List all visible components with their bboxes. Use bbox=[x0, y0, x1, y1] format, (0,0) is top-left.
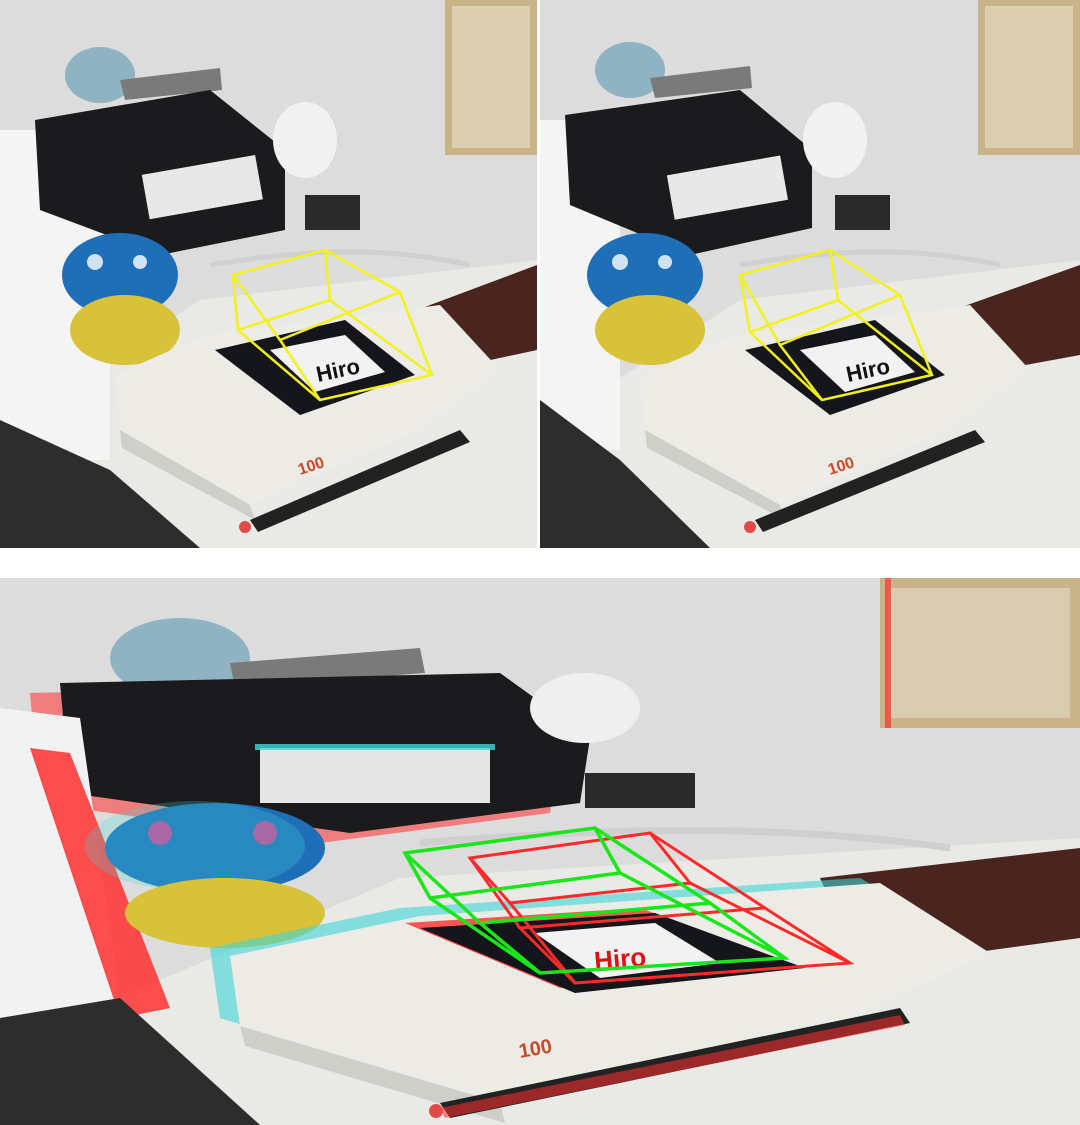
small-black-box bbox=[305, 195, 360, 230]
right-eye-photo: 100 Hiro bbox=[540, 0, 1080, 548]
metal-bar bbox=[230, 648, 425, 688]
mushroom-stem bbox=[595, 295, 705, 365]
side-panel-red-ghost bbox=[30, 748, 170, 1018]
cap-spot bbox=[612, 254, 628, 270]
cables bbox=[419, 827, 951, 852]
shadow-area bbox=[0, 998, 260, 1125]
device-label bbox=[141, 154, 263, 220]
pen-red-ghost bbox=[440, 1015, 905, 1118]
blue-round-object bbox=[65, 47, 135, 103]
shadow-area bbox=[540, 400, 710, 548]
metal-bar bbox=[650, 66, 752, 98]
cap-spot bbox=[658, 255, 672, 269]
pen-tip bbox=[239, 521, 251, 533]
mushroom-cap bbox=[587, 233, 703, 317]
small-black-box bbox=[585, 773, 695, 808]
white-toy bbox=[273, 102, 337, 178]
left-eye-photo: 100 Hiro bbox=[0, 0, 537, 548]
pen bbox=[250, 430, 470, 532]
anaglyph-scene: 100 Hiro bbox=[0, 578, 1080, 1125]
cables bbox=[739, 249, 1001, 268]
metal-bar bbox=[120, 68, 222, 100]
white-toy bbox=[803, 102, 867, 178]
virtual-cube bbox=[738, 248, 934, 402]
poster-art bbox=[452, 6, 530, 148]
book-edge bbox=[240, 1026, 505, 1123]
poster-art bbox=[890, 588, 1070, 718]
shadow-area bbox=[0, 420, 200, 548]
small-black-box bbox=[835, 195, 890, 230]
left-eye-scene: 100 Hiro bbox=[0, 0, 537, 548]
device-label-cyan-ghost bbox=[255, 744, 495, 750]
cap-spot bbox=[87, 254, 103, 270]
anaglyph-photo: 100 Hiro bbox=[0, 578, 1080, 1125]
poster-art bbox=[985, 6, 1073, 148]
hiro-marker-inner bbox=[800, 335, 915, 392]
poster-red-ghost bbox=[885, 578, 891, 728]
blue-round-object bbox=[595, 42, 665, 98]
pen-tip bbox=[429, 1104, 443, 1118]
cables bbox=[209, 249, 471, 268]
pen bbox=[755, 430, 985, 532]
device-label bbox=[666, 155, 788, 220]
blue-round-object bbox=[110, 618, 250, 698]
white-side-panel bbox=[0, 708, 120, 1018]
mushroom-stem bbox=[70, 295, 180, 365]
pen-tip bbox=[744, 521, 756, 533]
book-edge bbox=[645, 430, 785, 520]
hiro-marker-inner bbox=[270, 335, 385, 392]
cap-spot bbox=[133, 255, 147, 269]
cap-spot bbox=[148, 821, 172, 845]
white-toy bbox=[530, 673, 640, 743]
mushroom-stem bbox=[125, 878, 325, 948]
mushroom-cap-cyan-ghost bbox=[85, 801, 305, 891]
cap-spot bbox=[253, 821, 277, 845]
device-label bbox=[260, 748, 490, 803]
virtual-cube bbox=[231, 248, 434, 402]
book-edge bbox=[120, 430, 255, 520]
mushroom-cap bbox=[62, 233, 178, 317]
virtual-cube-green bbox=[402, 826, 790, 975]
right-eye-scene: 100 Hiro bbox=[540, 0, 1080, 548]
